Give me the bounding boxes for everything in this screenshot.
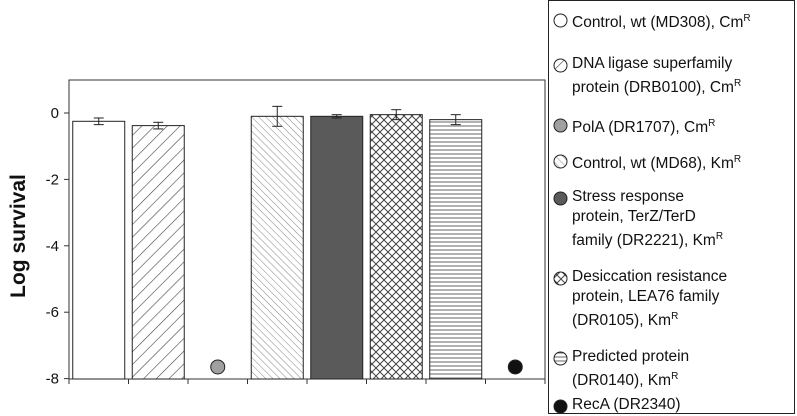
legend-label: DNA ligase superfamily protein (DRB0100),… bbox=[572, 55, 742, 97]
legend-label: Predicted protein (DR0140), KmR bbox=[572, 348, 690, 390]
legend-item: Control, wt (MD68), KmR bbox=[549, 150, 796, 174]
data-point bbox=[507, 359, 523, 375]
y-tick-label: -2 bbox=[46, 171, 59, 188]
legend-item: Control, wt (MD308), CmR bbox=[549, 9, 796, 33]
legend-swatch bbox=[553, 271, 568, 286]
legend-label: PolA (DR1707), CmR bbox=[572, 118, 716, 137]
legend-swatch bbox=[553, 13, 568, 28]
y-tick-label: -8 bbox=[46, 371, 59, 388]
legend-item: Stress response protein, TerZ/TerD family … bbox=[549, 187, 796, 251]
legend-label: RecA (DR2340) bbox=[572, 396, 681, 413]
legend-label: Desiccation resistance protein, LEA76 fam… bbox=[572, 268, 728, 330]
legend-swatch bbox=[553, 154, 568, 169]
y-axis-label: Log survival bbox=[7, 174, 30, 298]
y-tick-label: -4 bbox=[46, 238, 59, 255]
bar-series bbox=[72, 105, 523, 380]
bar bbox=[72, 120, 126, 380]
bar bbox=[429, 119, 483, 380]
bar bbox=[369, 114, 423, 380]
bar bbox=[250, 115, 304, 380]
legend-item: RecA (DR2340) bbox=[549, 395, 796, 415]
y-axis: 0 -2 -4 -6 -8 bbox=[46, 105, 546, 388]
legend-swatch bbox=[553, 58, 568, 73]
legend-item: PolA (DR1707), CmR bbox=[549, 114, 796, 138]
legend-item: Desiccation resistance protein, LEA76 fam… bbox=[549, 267, 796, 331]
legend-label: Control, wt (MD308), CmR bbox=[572, 13, 751, 32]
bar bbox=[131, 125, 185, 380]
legend-label: Control, wt (MD68), KmR bbox=[572, 154, 742, 173]
y-tick-label: -6 bbox=[46, 304, 59, 321]
data-point bbox=[210, 359, 226, 375]
legend-item: Predicted protein (DR0140), KmR bbox=[549, 347, 796, 391]
legend: Control, wt (MD308), CmR DNA ligase super… bbox=[548, 0, 795, 414]
legend-label: Stress response protein, TerZ/TerD family … bbox=[572, 188, 724, 250]
legend-swatch bbox=[553, 191, 568, 206]
bar bbox=[310, 115, 364, 380]
legend-swatch bbox=[553, 118, 568, 133]
y-tick-label: 0 bbox=[51, 105, 59, 122]
legend-swatch bbox=[553, 351, 568, 366]
legend-item: DNA ligase superfamily protein (DRB0100),… bbox=[549, 54, 796, 98]
chart: Log survival 0 -2 -4 -6 -8 bbox=[7, 79, 546, 388]
legend-swatch bbox=[553, 399, 568, 414]
